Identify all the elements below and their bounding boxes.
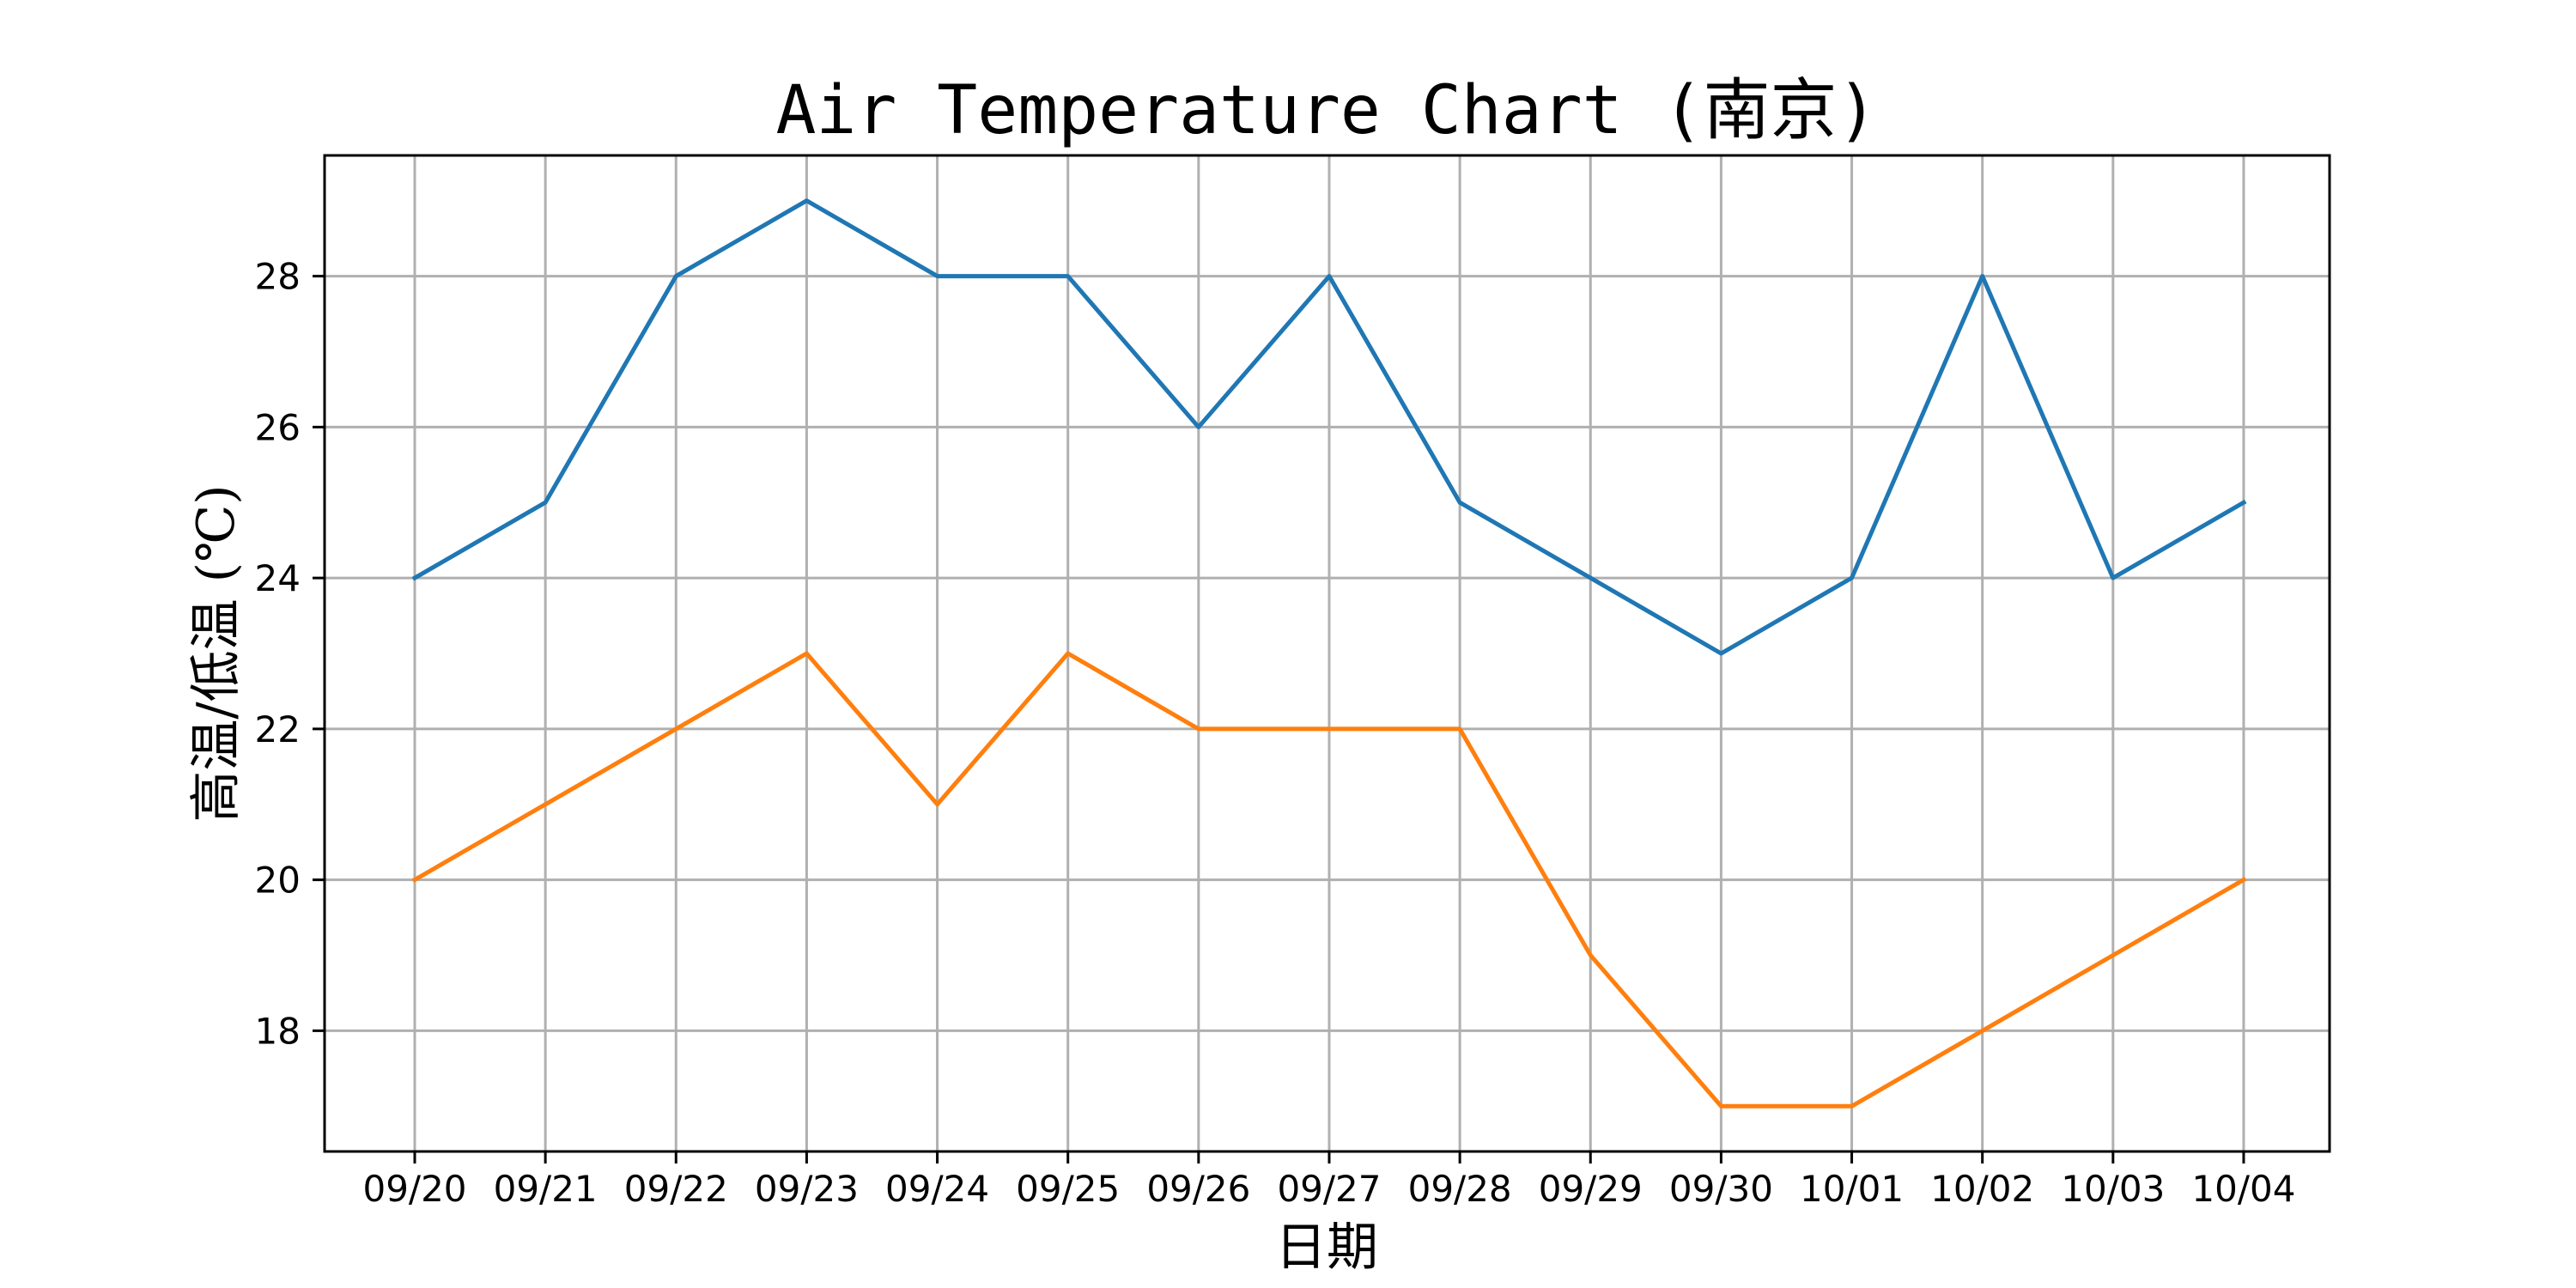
series-2-point	[1979, 1027, 1986, 1034]
plot-frame	[323, 154, 2331, 1153]
series-line-1	[411, 198, 2247, 656]
y-tick-label: 28	[255, 256, 301, 298]
series-2-point	[1717, 1103, 1724, 1109]
series-2-point	[2240, 877, 2247, 884]
series-1-point	[934, 273, 941, 280]
series-2-point	[672, 726, 679, 732]
x-tick-label: 09/30	[1669, 1168, 1773, 1210]
ticks: 09/20 09/21 09/22 09/23 09/24 09/25 09/26 09/27…	[255, 256, 2296, 1210]
x-tick-label: 10/03	[2061, 1168, 2165, 1210]
series-1-point	[803, 197, 810, 204]
x-tick-label: 09/26	[1146, 1168, 1250, 1210]
x-tick-label: 10/04	[2191, 1168, 2295, 1210]
series-2-point	[411, 877, 418, 884]
y-tick-label: 26	[255, 406, 301, 448]
x-tick-label: 09/20	[362, 1168, 466, 1210]
x-tick-label: 09/21	[494, 1168, 598, 1210]
x-tick-label: 09/24	[885, 1168, 989, 1210]
x-tick-label: 09/29	[1539, 1168, 1643, 1210]
y-tick-label: 22	[255, 708, 301, 750]
series-1-point	[411, 574, 418, 581]
series-2-point	[1065, 650, 1072, 657]
y-tick-label: 20	[255, 860, 301, 902]
series-2-point	[1587, 952, 1594, 959]
series-line-2	[411, 651, 2247, 1109]
series-2-point	[1849, 1103, 1856, 1109]
series-1-point	[1195, 423, 1202, 430]
series-1-point	[1065, 273, 1072, 280]
series-1-point	[2110, 574, 2117, 581]
x-tick-label: 09/22	[624, 1168, 728, 1210]
y-tick-label: 24	[255, 557, 301, 599]
x-tick-label: 10/01	[1800, 1168, 1904, 1210]
series-1-point	[1326, 273, 1333, 280]
series-2-point	[2110, 952, 2117, 959]
x-axis-label: 日期	[1275, 1218, 1378, 1278]
series-2-point	[1456, 726, 1463, 732]
x-tick-label: 09/25	[1016, 1168, 1120, 1210]
series-1-point	[1456, 499, 1463, 506]
y-axis-label: 高温/低温 (℃)	[186, 484, 246, 822]
series-1-point	[1717, 650, 1724, 657]
series-1-point	[1849, 574, 1856, 581]
series-1-point	[542, 499, 549, 506]
series-1-point	[1979, 273, 1986, 280]
series-2-point	[934, 801, 941, 808]
x-tick-label: 10/02	[1930, 1168, 2034, 1210]
x-tick-label: 09/27	[1277, 1168, 1381, 1210]
x-tick-label: 09/28	[1408, 1168, 1512, 1210]
series-2-point	[1326, 726, 1333, 732]
series-layer	[411, 197, 2247, 1109]
y-tick-label: 18	[255, 1010, 301, 1052]
x-tick-label: 09/23	[755, 1168, 859, 1210]
series-1-point	[2240, 499, 2247, 506]
series-2-point	[803, 650, 810, 657]
chart-title: Air Temperature Chart (南京)	[775, 72, 1877, 149]
series-1-point	[672, 273, 679, 280]
series-2-point	[1195, 726, 1202, 732]
series-1-point	[1587, 574, 1594, 581]
series-2-point	[542, 801, 549, 808]
